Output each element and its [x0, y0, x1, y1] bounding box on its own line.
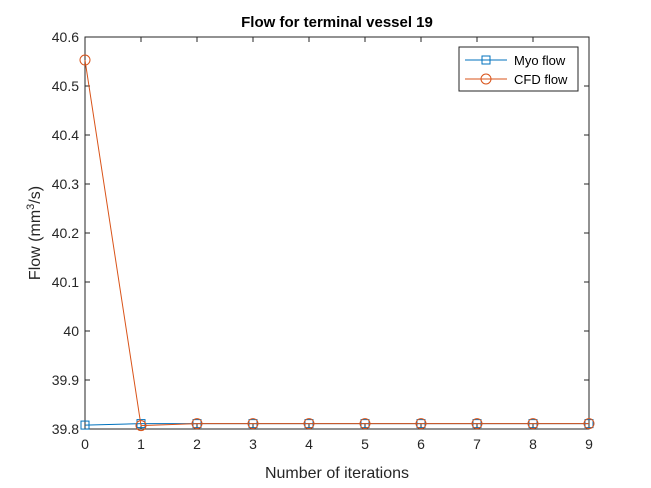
y-tick-label: 40.2 [52, 225, 79, 241]
x-axis-label: Number of iterations [265, 465, 409, 482]
legend: Myo flow CFD flow [458, 46, 579, 92]
x-tick-label: 6 [417, 436, 425, 452]
x-tick-label: 9 [585, 436, 593, 452]
series-layer [79, 54, 595, 432]
y-tick-label: 40 [63, 323, 79, 339]
y-tick-label: 39.8 [52, 421, 79, 437]
data-point-cfd-flow [191, 418, 203, 430]
y-axis-label-sup: 3 [25, 204, 37, 210]
x-tick-label: 7 [473, 436, 481, 452]
data-point-cfd-flow [79, 54, 91, 66]
x-axis: 0 1 2 3 4 5 6 7 8 9 [81, 37, 593, 452]
x-tick-label: 5 [361, 436, 369, 452]
data-point-cfd-flow [135, 420, 147, 432]
y-tick-label: 40.1 [52, 274, 79, 290]
y-axis-label: Flow (mm3/s) [25, 186, 44, 280]
data-point-cfd-flow [303, 418, 315, 430]
chart-title: Flow for terminal vessel 19 [241, 14, 433, 31]
y-axis: 39.8 39.9 40 40.1 40.2 40.3 40.4 40.5 40.6 [52, 29, 589, 437]
x-tick-label: 8 [529, 436, 537, 452]
y-tick-label: 40.3 [52, 176, 79, 192]
data-point-cfd-flow [471, 418, 483, 430]
series-line-cfd-flow [84, 59, 589, 427]
y-tick-label: 40.6 [52, 29, 79, 45]
x-tick-label: 0 [81, 436, 89, 452]
legend-label-myo: Myo flow [514, 53, 566, 68]
x-tick-label: 1 [137, 436, 145, 452]
x-tick-label: 2 [193, 436, 201, 452]
y-tick-label: 40.4 [52, 127, 79, 143]
x-tick-label: 4 [305, 436, 313, 452]
data-point-myo-flow [136, 419, 146, 429]
legend-marker-cfd [480, 73, 492, 85]
plot-area [84, 36, 590, 430]
data-point-cfd-flow [415, 418, 427, 430]
y-axis-label-main: Flow (mm [27, 210, 44, 280]
y-tick-label: 40.5 [52, 78, 79, 94]
y-tick-label: 39.9 [52, 372, 79, 388]
data-point-myo-flow [80, 420, 90, 430]
legend-label-cfd: CFD flow [514, 72, 568, 87]
data-point-cfd-flow [247, 418, 259, 430]
legend-box [458, 46, 579, 92]
y-axis-label-tail: /s) [27, 186, 44, 204]
data-point-cfd-flow [583, 418, 595, 430]
data-point-cfd-flow [527, 418, 539, 430]
x-tick-label: 3 [249, 436, 257, 452]
legend-marker-myo [481, 55, 491, 65]
data-point-cfd-flow [359, 418, 371, 430]
